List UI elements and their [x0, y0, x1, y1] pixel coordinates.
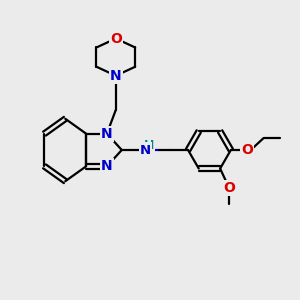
Text: H: H	[144, 139, 154, 152]
Text: O: O	[223, 181, 235, 195]
Text: N: N	[140, 143, 151, 157]
Text: N: N	[101, 159, 113, 173]
Text: O: O	[110, 32, 122, 46]
Text: O: O	[241, 143, 253, 157]
Text: N: N	[101, 127, 113, 141]
Text: N: N	[110, 69, 122, 83]
